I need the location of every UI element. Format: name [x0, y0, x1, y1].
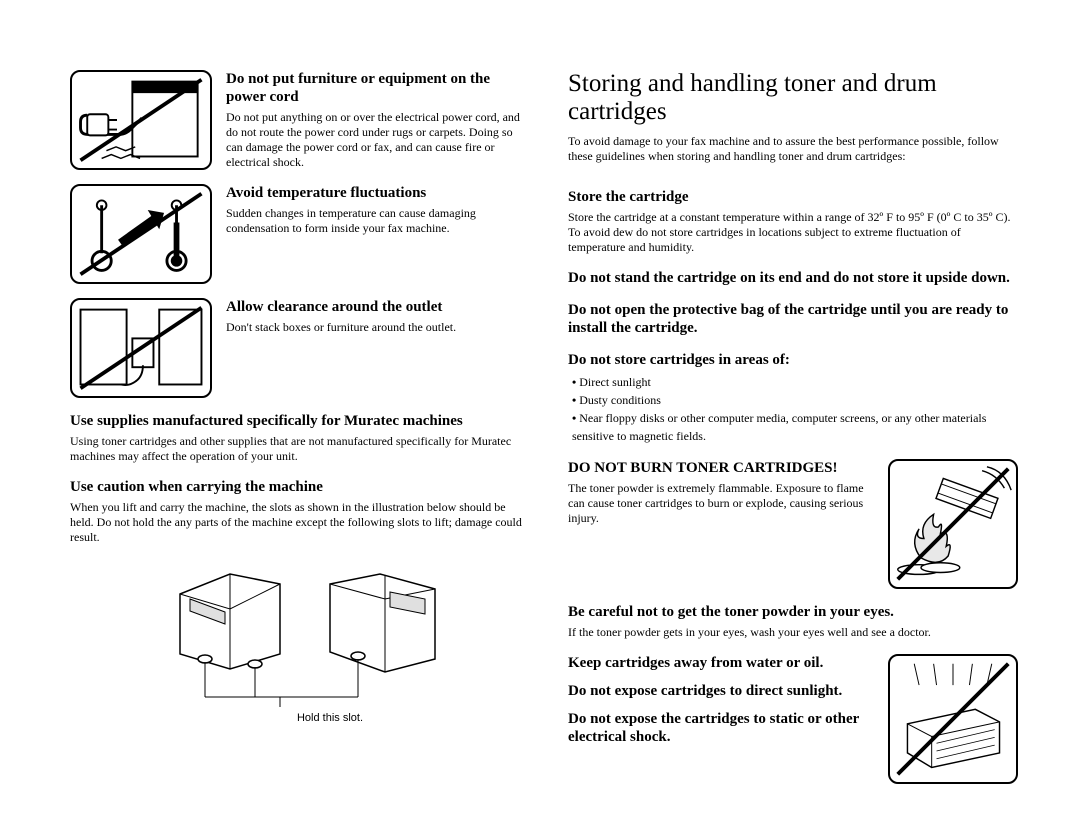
outlet-title: Allow clearance around the outlet — [226, 298, 530, 316]
supplies-title: Use supplies manufactured specifically f… — [70, 412, 530, 430]
store-cartridge: Store the cartridge Store the cartridge … — [568, 188, 1018, 255]
machine-illustration: Hold this slot. — [70, 559, 530, 724]
power-cord-body: Do not put anything on or over the elect… — [226, 110, 530, 170]
temperature-title: Avoid temperature fluctuations — [226, 184, 530, 202]
temperature-icon — [70, 184, 212, 284]
power-cord-title: Do not put furniture or equipment on the… — [226, 70, 530, 106]
section-power-cord: Do not put furniture or equipment on the… — [70, 70, 530, 170]
stand-warning: Do not stand the cartridge on its end an… — [568, 269, 1018, 287]
bullet-sunlight: Direct sunlight — [572, 373, 1018, 391]
temperature-body: Sudden changes in temperature can cause … — [226, 206, 530, 236]
left-column: Do not put furniture or equipment on the… — [70, 70, 530, 794]
sunlight-icon — [888, 654, 1018, 784]
areas-section: Do not store cartridges in areas of: Dir… — [568, 351, 1018, 445]
eyes-body: If the toner powder gets in your eyes, w… — [568, 625, 1018, 640]
bullet-floppy: Near floppy disks or other computer medi… — [572, 409, 1018, 445]
right-title: Storing and handling toner and drum cart… — [568, 70, 1018, 126]
sunlight-section: Keep cartridges away from water or oil. … — [568, 654, 1018, 746]
burn-icon — [888, 459, 1018, 589]
outlet-body: Don't stack boxes or furniture around th… — [226, 320, 530, 335]
bag-warning: Do not open the protective bag of the ca… — [568, 301, 1018, 337]
eyes-title: Be careful not to get the toner powder i… — [568, 603, 1018, 621]
eyes-section: Be careful not to get the toner powder i… — [568, 603, 1018, 640]
supplies-body: Using toner cartridges and other supplie… — [70, 434, 530, 464]
section-carrying: Use caution when carrying the machine Wh… — [70, 478, 530, 545]
store-body: Store the cartridge at a constant temper… — [568, 210, 1018, 255]
section-outlet: Allow clearance around the outlet Don't … — [70, 298, 530, 398]
page: Do not put furniture or equipment on the… — [0, 0, 1080, 824]
burn-section: DO NOT BURN TONER CARTRIDGES! The toner … — [568, 459, 1018, 526]
section-supplies: Use supplies manufactured specifically f… — [70, 412, 530, 464]
right-column: Storing and handling toner and drum cart… — [568, 70, 1018, 794]
store-title: Store the cartridge — [568, 188, 1018, 206]
power-cord-icon — [70, 70, 212, 170]
outlet-icon — [70, 298, 212, 398]
right-intro: To avoid damage to your fax machine and … — [568, 134, 1018, 164]
carrying-body: When you lift and carry the machine, the… — [70, 500, 530, 545]
section-temperature: Avoid temperature fluctuations Sudden ch… — [70, 184, 530, 284]
areas-title: Do not store cartridges in areas of: — [568, 351, 1018, 369]
bullet-dusty: Dusty conditions — [572, 391, 1018, 409]
carrying-title: Use caution when carrying the machine — [70, 478, 530, 496]
